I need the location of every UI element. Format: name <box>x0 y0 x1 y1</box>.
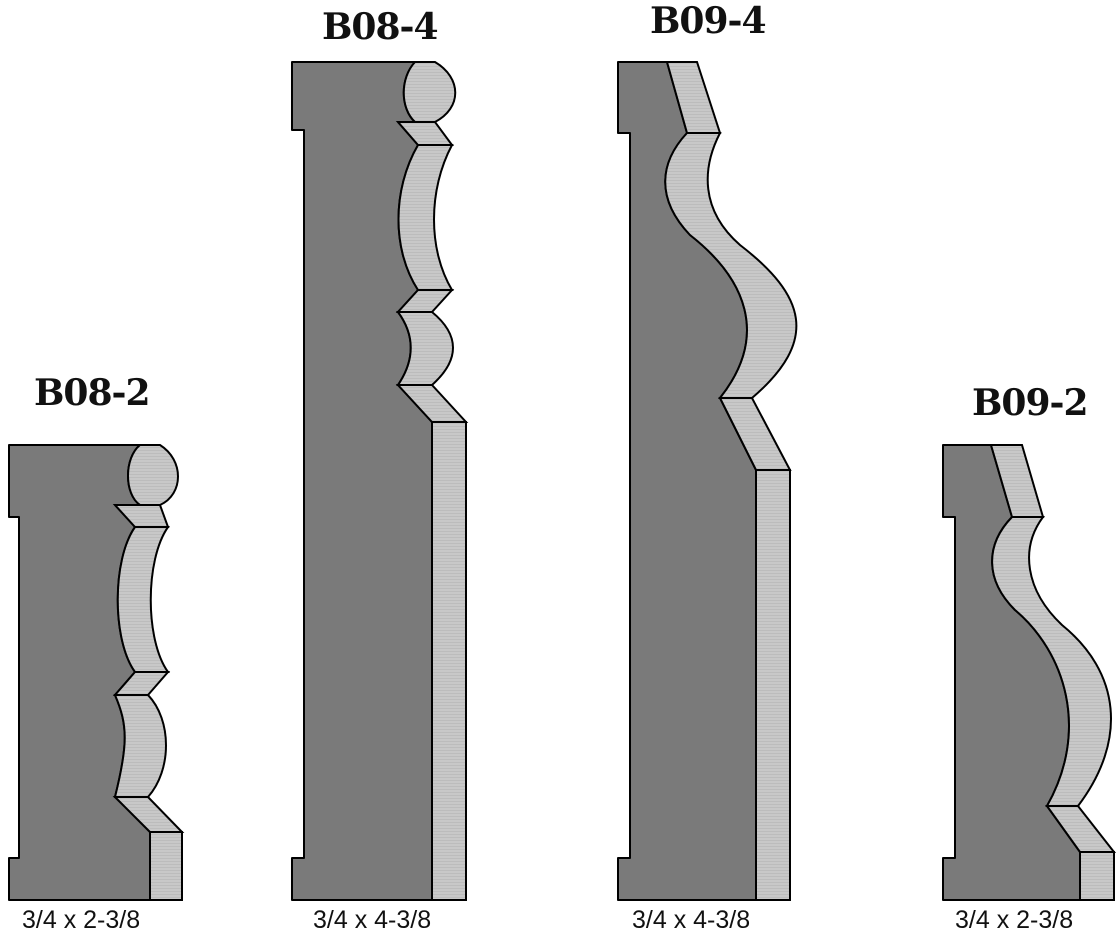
molding-dimension: 3/4 x 4-3/8 <box>313 906 432 934</box>
molding-dimension: 3/4 x 2-3/8 <box>22 906 141 934</box>
profile-b09-4 <box>617 61 798 901</box>
side-edge <box>431 421 467 901</box>
molding-title: B09-2 <box>972 382 1089 424</box>
bead-edge <box>127 444 179 506</box>
cove-edge <box>116 526 170 673</box>
molding-title: B08-4 <box>322 6 439 48</box>
side-edge <box>149 831 183 901</box>
molding-title: B08-2 <box>34 372 151 414</box>
molding-dimension: 3/4 x 4-3/8 <box>632 906 751 934</box>
profile-b08-4 <box>291 61 469 901</box>
molding-title: B09-4 <box>650 0 767 42</box>
side-edge <box>755 469 791 901</box>
bead-edge <box>402 61 457 123</box>
side-edge <box>1079 851 1115 901</box>
molding-dimension: 3/4 x 2-3/8 <box>955 906 1074 934</box>
profile-b08-2 <box>8 444 185 901</box>
profile-b09-2 <box>942 444 1117 901</box>
